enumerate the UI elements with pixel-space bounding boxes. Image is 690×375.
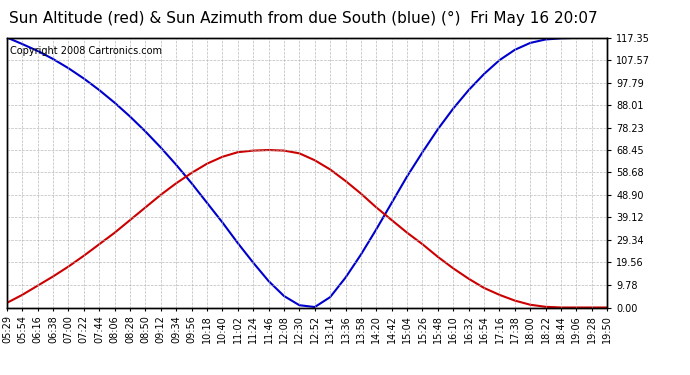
Text: Sun Altitude (red) & Sun Azimuth from due South (blue) (°)  Fri May 16 20:07: Sun Altitude (red) & Sun Azimuth from du… <box>9 11 598 26</box>
Text: Copyright 2008 Cartronics.com: Copyright 2008 Cartronics.com <box>10 46 162 56</box>
